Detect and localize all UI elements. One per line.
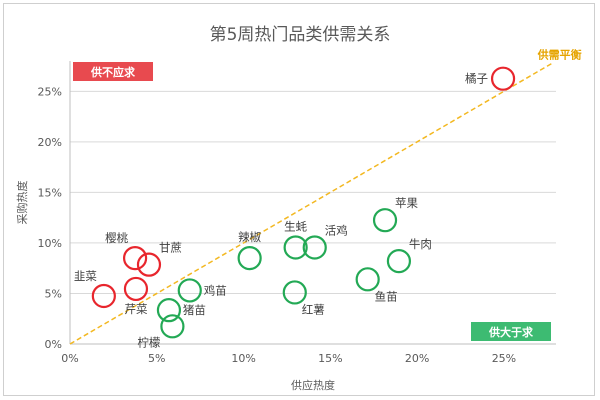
balance-line	[69, 62, 553, 345]
x-tick-label-4: 20%	[405, 352, 429, 365]
x-tick-label-5: 25%	[492, 352, 516, 365]
point-supply-6	[283, 235, 308, 260]
point-demand-1	[122, 245, 148, 271]
point-supply-12	[177, 278, 202, 303]
gridlines	[70, 90, 556, 294]
data-points	[91, 66, 516, 339]
point-label-5: 辣椒	[238, 230, 261, 244]
point-supply-8	[372, 208, 398, 233]
point-demand-4	[123, 276, 149, 302]
balance-line-label: 供需平衡	[537, 48, 582, 62]
point-label-6: 生蚝	[284, 219, 307, 233]
x-tick-label-0: 0%	[61, 352, 78, 365]
point-supply-10	[355, 267, 380, 292]
y-tick-label-5: 25%	[38, 85, 62, 98]
point-label-9: 牛肉	[409, 237, 432, 251]
point-label-7: 活鸡	[325, 223, 348, 237]
point-demand-2	[136, 252, 162, 277]
point-demand-0	[490, 66, 516, 91]
point-label-0: 橘子	[465, 72, 488, 86]
y-tick-labels: 0% 5% 10% 15% 20% 25%	[38, 85, 62, 351]
point-supply-9	[386, 249, 412, 274]
scatter-chart: 第5周热门品类供需关系 0% 5% 10% 15% 20% 25% 0% 5% 10% 15% 2…	[15, 25, 582, 392]
x-tick-label-2: 10%	[231, 352, 255, 365]
point-label-3: 韭菜	[74, 269, 97, 283]
y-tick-label-1: 5%	[45, 287, 62, 300]
x-tick-label-1: 5%	[148, 352, 165, 365]
point-label-8: 苹果	[395, 196, 418, 210]
chart-title: 第5周热门品类供需关系	[210, 25, 391, 45]
y-tick-label-2: 10%	[38, 237, 62, 250]
point-supply-13	[156, 298, 182, 323]
demand-exceeds-badge: 供不应求	[73, 62, 153, 81]
point-label-2: 甘蔗	[159, 241, 182, 255]
point-label-12: 鸡苗	[204, 283, 227, 297]
x-axis-label: 供应热度	[291, 378, 335, 392]
supply-exceeds-badge-bg	[471, 322, 551, 341]
point-label-4: 芹菜	[124, 302, 147, 316]
point-supply-5	[237, 245, 262, 271]
point-supply-11	[282, 280, 307, 305]
point-supply-7	[302, 235, 327, 260]
x-tick-labels: 0% 5% 10% 15% 20% 25%	[61, 352, 516, 365]
y-tick-label-0: 0%	[45, 338, 62, 351]
demand-exceeds-badge-text: 供不应求	[90, 65, 136, 79]
supply-exceeds-badge: 供大于求	[471, 322, 551, 341]
point-label-14: 柠檬	[137, 335, 160, 349]
point-supply-14	[160, 314, 185, 339]
y-axis-label: 采购热度	[15, 181, 29, 225]
point-label-13: 猪苗	[183, 303, 206, 317]
point-label-11: 红薯	[302, 302, 325, 316]
axes	[69, 61, 556, 345]
x-tick-label-3: 15%	[318, 352, 342, 365]
point-label-10: 鱼苗	[375, 289, 398, 303]
point-demand-3	[91, 283, 116, 309]
y-tick-label-4: 20%	[38, 136, 62, 149]
demand-exceeds-badge-bg	[73, 62, 153, 81]
point-label-1: 樱桃	[105, 231, 128, 245]
chart-frame: 第5周热门品类供需关系 0% 5% 10% 15% 20% 25% 0% 5% 10% 15% 2…	[3, 3, 595, 396]
y-tick-label-3: 15%	[38, 186, 62, 199]
supply-exceeds-badge-text: 供大于求	[488, 325, 534, 339]
